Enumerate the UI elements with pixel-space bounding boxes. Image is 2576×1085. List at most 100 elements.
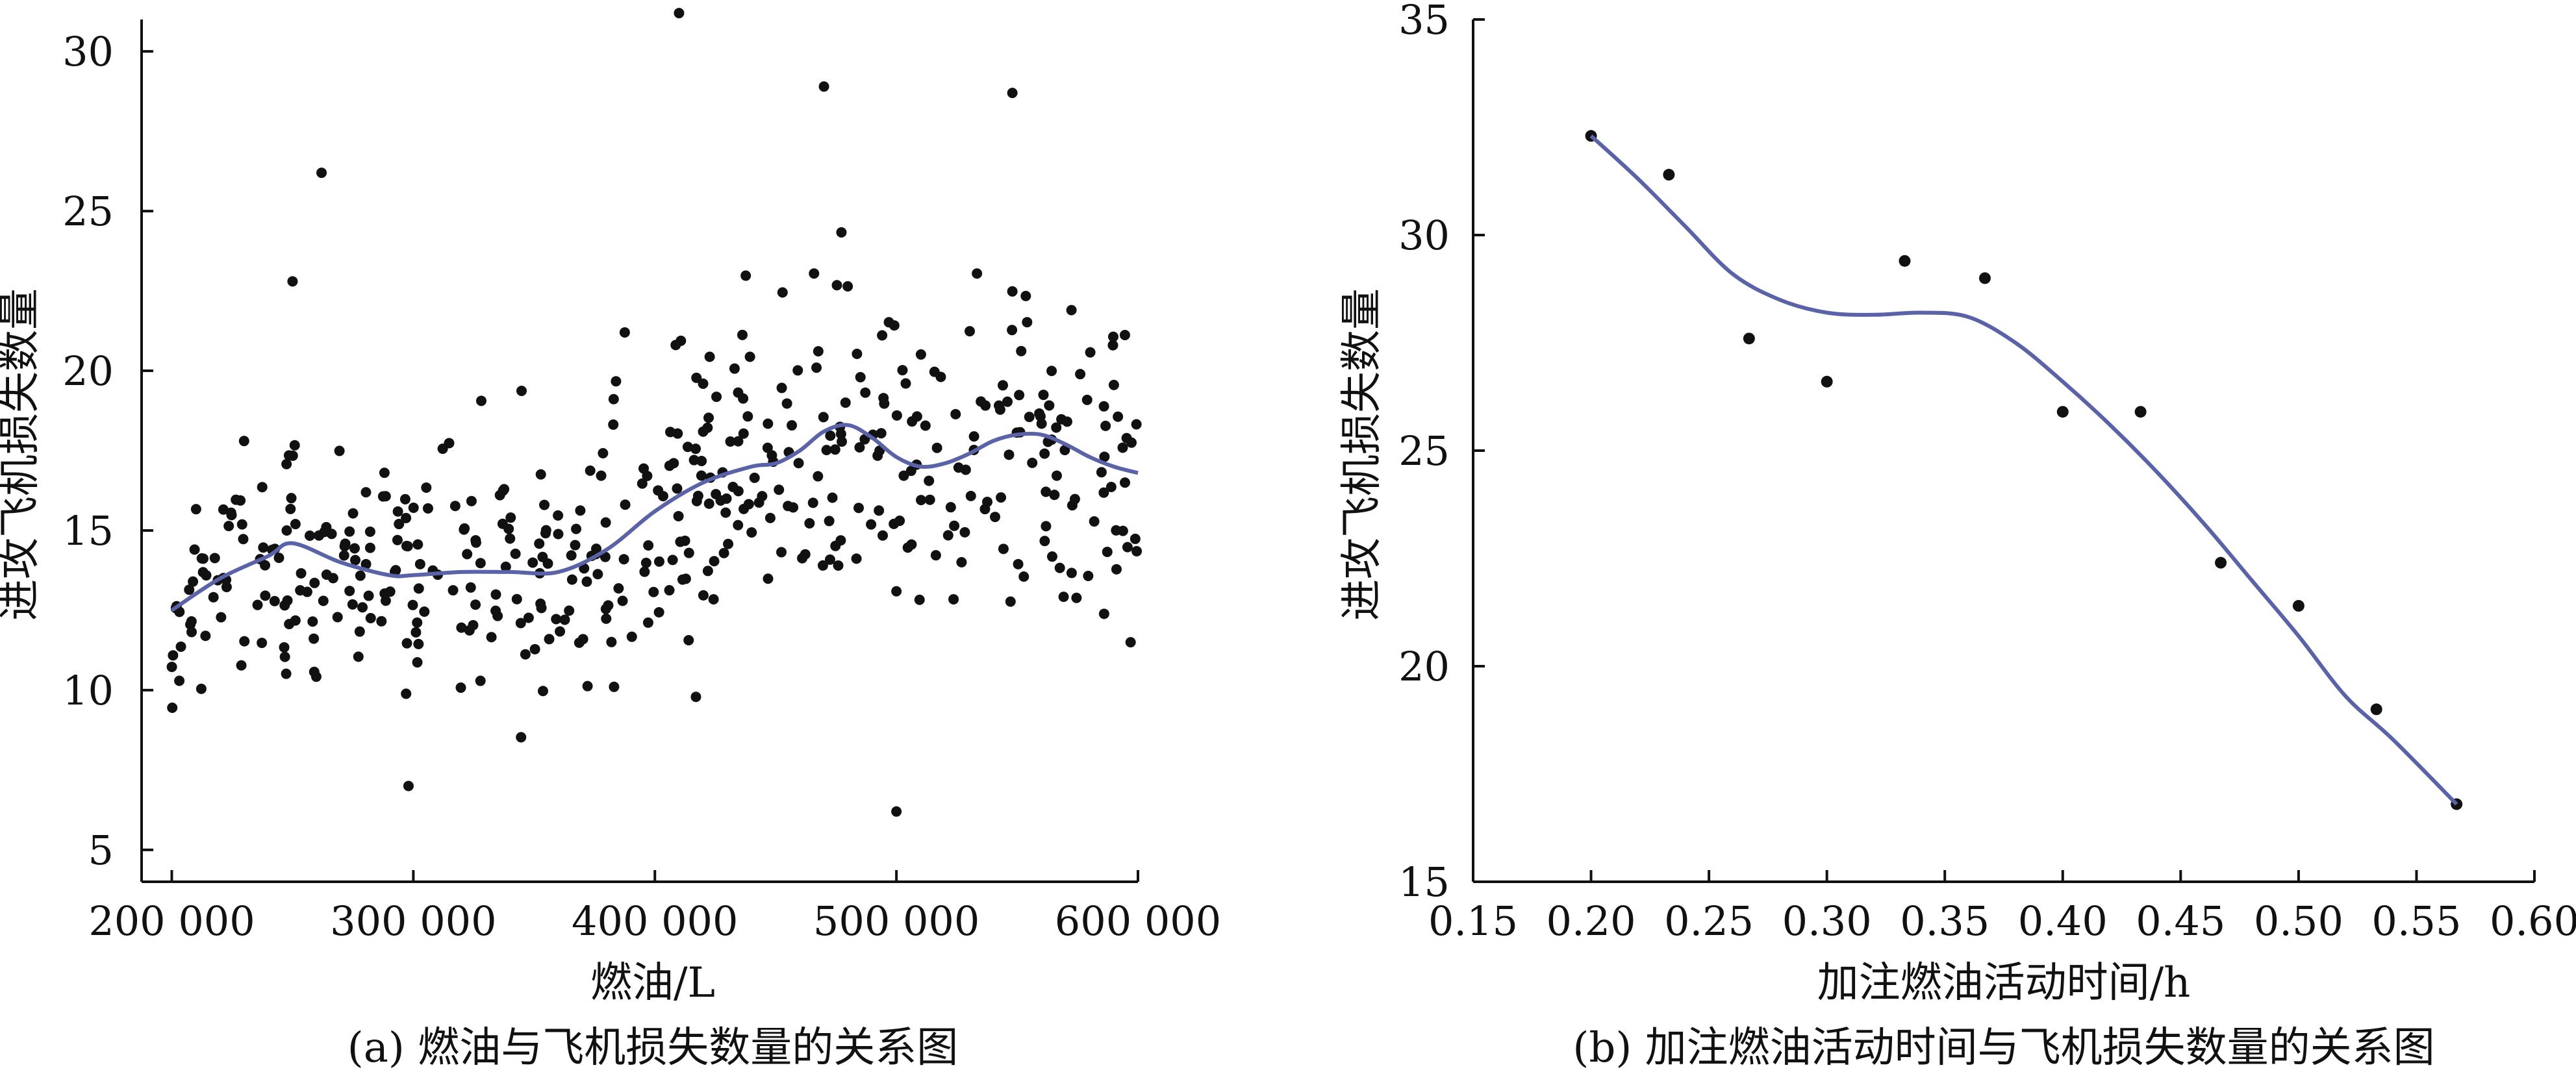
data-point (683, 547, 694, 558)
data-point (818, 81, 829, 92)
data-point (733, 519, 744, 530)
data-point (260, 590, 271, 601)
data-point (466, 495, 477, 506)
data-point (608, 419, 619, 430)
data-point (993, 400, 1004, 411)
data-point (698, 590, 709, 601)
data-point (640, 557, 651, 568)
data-point (711, 392, 722, 403)
data-point (781, 398, 792, 409)
data-point (579, 563, 590, 574)
data-point (575, 505, 586, 516)
data-point (571, 523, 582, 534)
data-point (1119, 330, 1130, 341)
data-point (200, 630, 211, 642)
data-point (357, 602, 368, 613)
data-point (598, 448, 609, 459)
data-point (591, 543, 602, 555)
data-point (688, 455, 700, 466)
data-point (1978, 272, 1991, 284)
figure-caption: (a) 燃油与飞机损失数量的关系图 (347, 1024, 958, 1072)
chart-panel-b: 0.15 0.20 0.25 0.30 0.35 0.40 0.45 0.50 0.55 0.60… (1338, 0, 2576, 1072)
data-point (1098, 401, 1109, 412)
data-point (897, 365, 908, 376)
data-point (516, 386, 527, 397)
x-tick-label: 0.40 (2018, 897, 2108, 945)
data-point (744, 351, 755, 362)
data-point (505, 533, 516, 544)
data-point (1007, 286, 1018, 297)
data-point (350, 555, 361, 566)
data-point (783, 501, 794, 512)
data-point (239, 636, 250, 647)
data-point (842, 281, 853, 292)
data-point (174, 606, 185, 617)
data-point (444, 438, 455, 449)
x-tick-label: 0.55 (2371, 897, 2461, 945)
data-point (559, 614, 570, 625)
data-point (553, 510, 564, 521)
data-point (611, 376, 622, 387)
data-point (310, 671, 322, 682)
data-point (1098, 608, 1109, 619)
data-point (1899, 255, 1911, 267)
data-point (709, 556, 720, 567)
y-tick-label: 20 (1398, 643, 1450, 690)
data-point (403, 780, 414, 792)
data-point (797, 553, 808, 564)
data-point (564, 605, 575, 616)
data-point (1041, 486, 1052, 497)
data-point (334, 445, 345, 456)
data-point (753, 497, 764, 508)
data-point (673, 510, 684, 521)
data-point (257, 482, 268, 493)
data-point (996, 492, 1007, 503)
data-point (188, 576, 199, 587)
data-point (965, 326, 976, 337)
data-point (729, 363, 740, 374)
data-point (1066, 305, 1077, 316)
data-point (408, 502, 419, 513)
data-point (166, 662, 177, 673)
data-point (931, 442, 942, 453)
data-point (401, 512, 412, 523)
data-point (626, 631, 637, 642)
data-point (833, 560, 844, 571)
smooth-trend-line (170, 423, 1139, 612)
data-point (364, 526, 375, 537)
data-point (1113, 411, 1124, 422)
data-point (664, 427, 676, 438)
data-point (738, 428, 749, 439)
data-point (831, 280, 842, 291)
data-point (296, 567, 307, 579)
data-point (691, 372, 702, 383)
data-point (1098, 487, 1109, 498)
figure-caption: (b) 加注燃油活动时间与飞机损失数量的关系图 (1572, 1024, 2434, 1072)
x-tick-label: 0.45 (2136, 897, 2225, 945)
data-point (891, 806, 902, 817)
data-point (412, 617, 423, 628)
data-point (456, 622, 467, 633)
data-point (837, 436, 848, 447)
data-point (462, 549, 473, 560)
data-point (860, 387, 871, 398)
data-point (279, 651, 290, 662)
data-point (948, 593, 959, 605)
data-point (902, 542, 913, 553)
data-point (959, 527, 970, 538)
data-point (184, 584, 195, 595)
data-point (998, 543, 1009, 555)
data-point (511, 593, 522, 605)
data-point (209, 553, 220, 564)
data-point (664, 585, 675, 596)
data-point (1014, 390, 1025, 401)
data-point (924, 475, 935, 486)
data-point (544, 634, 555, 645)
data-point (540, 525, 551, 536)
x-tick-label: 500 000 (813, 897, 979, 945)
y-tick-label: 25 (1398, 427, 1450, 475)
data-point (190, 504, 201, 515)
data-point (318, 595, 329, 606)
y-tick-label: 25 (62, 188, 114, 235)
data-point (653, 606, 664, 617)
